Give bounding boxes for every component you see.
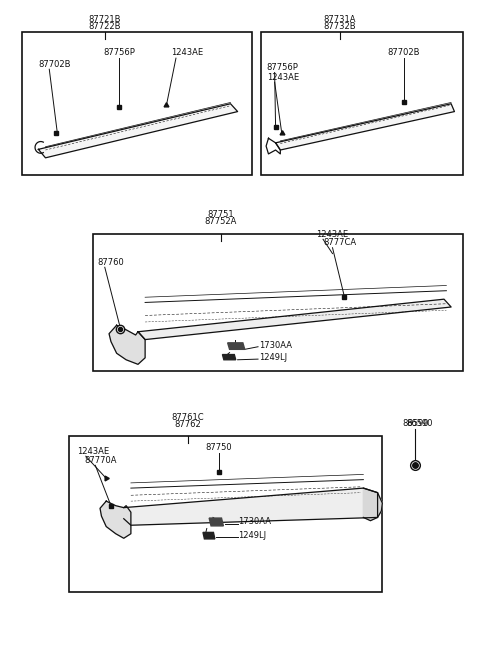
Text: 87702B: 87702B <box>38 60 71 69</box>
Text: 1730AA: 1730AA <box>239 518 272 526</box>
Text: 87762: 87762 <box>174 420 201 429</box>
Polygon shape <box>209 518 223 526</box>
Polygon shape <box>100 501 131 538</box>
Text: 1249LJ: 1249LJ <box>239 530 267 539</box>
Text: 1243AE: 1243AE <box>267 73 300 82</box>
Text: 87761C: 87761C <box>171 413 204 422</box>
Text: 1243AE: 1243AE <box>77 447 109 455</box>
Polygon shape <box>203 532 215 539</box>
Text: 87751: 87751 <box>208 210 234 219</box>
Text: 1730AA: 1730AA <box>259 341 292 350</box>
Text: 1243AE: 1243AE <box>316 229 348 238</box>
Polygon shape <box>222 355 236 360</box>
Text: 87756P: 87756P <box>103 49 135 58</box>
Polygon shape <box>138 299 451 340</box>
Bar <box>22 32 252 175</box>
Text: 1249LJ: 1249LJ <box>259 353 287 362</box>
Text: 87750: 87750 <box>205 443 232 452</box>
Polygon shape <box>109 325 145 365</box>
Text: 87760: 87760 <box>97 258 124 267</box>
Polygon shape <box>124 488 378 525</box>
Polygon shape <box>363 488 383 521</box>
Text: 87732B: 87732B <box>324 22 356 31</box>
Text: 1243AE: 1243AE <box>171 49 204 58</box>
Polygon shape <box>276 104 455 150</box>
Text: 87702B: 87702B <box>387 49 420 58</box>
Text: 86590: 86590 <box>406 419 432 428</box>
Text: 87756P: 87756P <box>266 64 298 72</box>
Text: 87731A: 87731A <box>324 15 356 24</box>
Text: 8777CA: 8777CA <box>323 238 356 247</box>
Bar <box>69 436 383 593</box>
Bar <box>261 32 463 175</box>
Bar <box>93 234 463 371</box>
Text: 87722B: 87722B <box>88 22 121 31</box>
Text: 86590: 86590 <box>402 419 429 428</box>
Text: 87721B: 87721B <box>88 15 121 24</box>
Polygon shape <box>228 343 245 350</box>
Polygon shape <box>38 104 238 158</box>
Text: 87752A: 87752A <box>205 217 237 225</box>
Text: 87770A: 87770A <box>84 456 117 464</box>
